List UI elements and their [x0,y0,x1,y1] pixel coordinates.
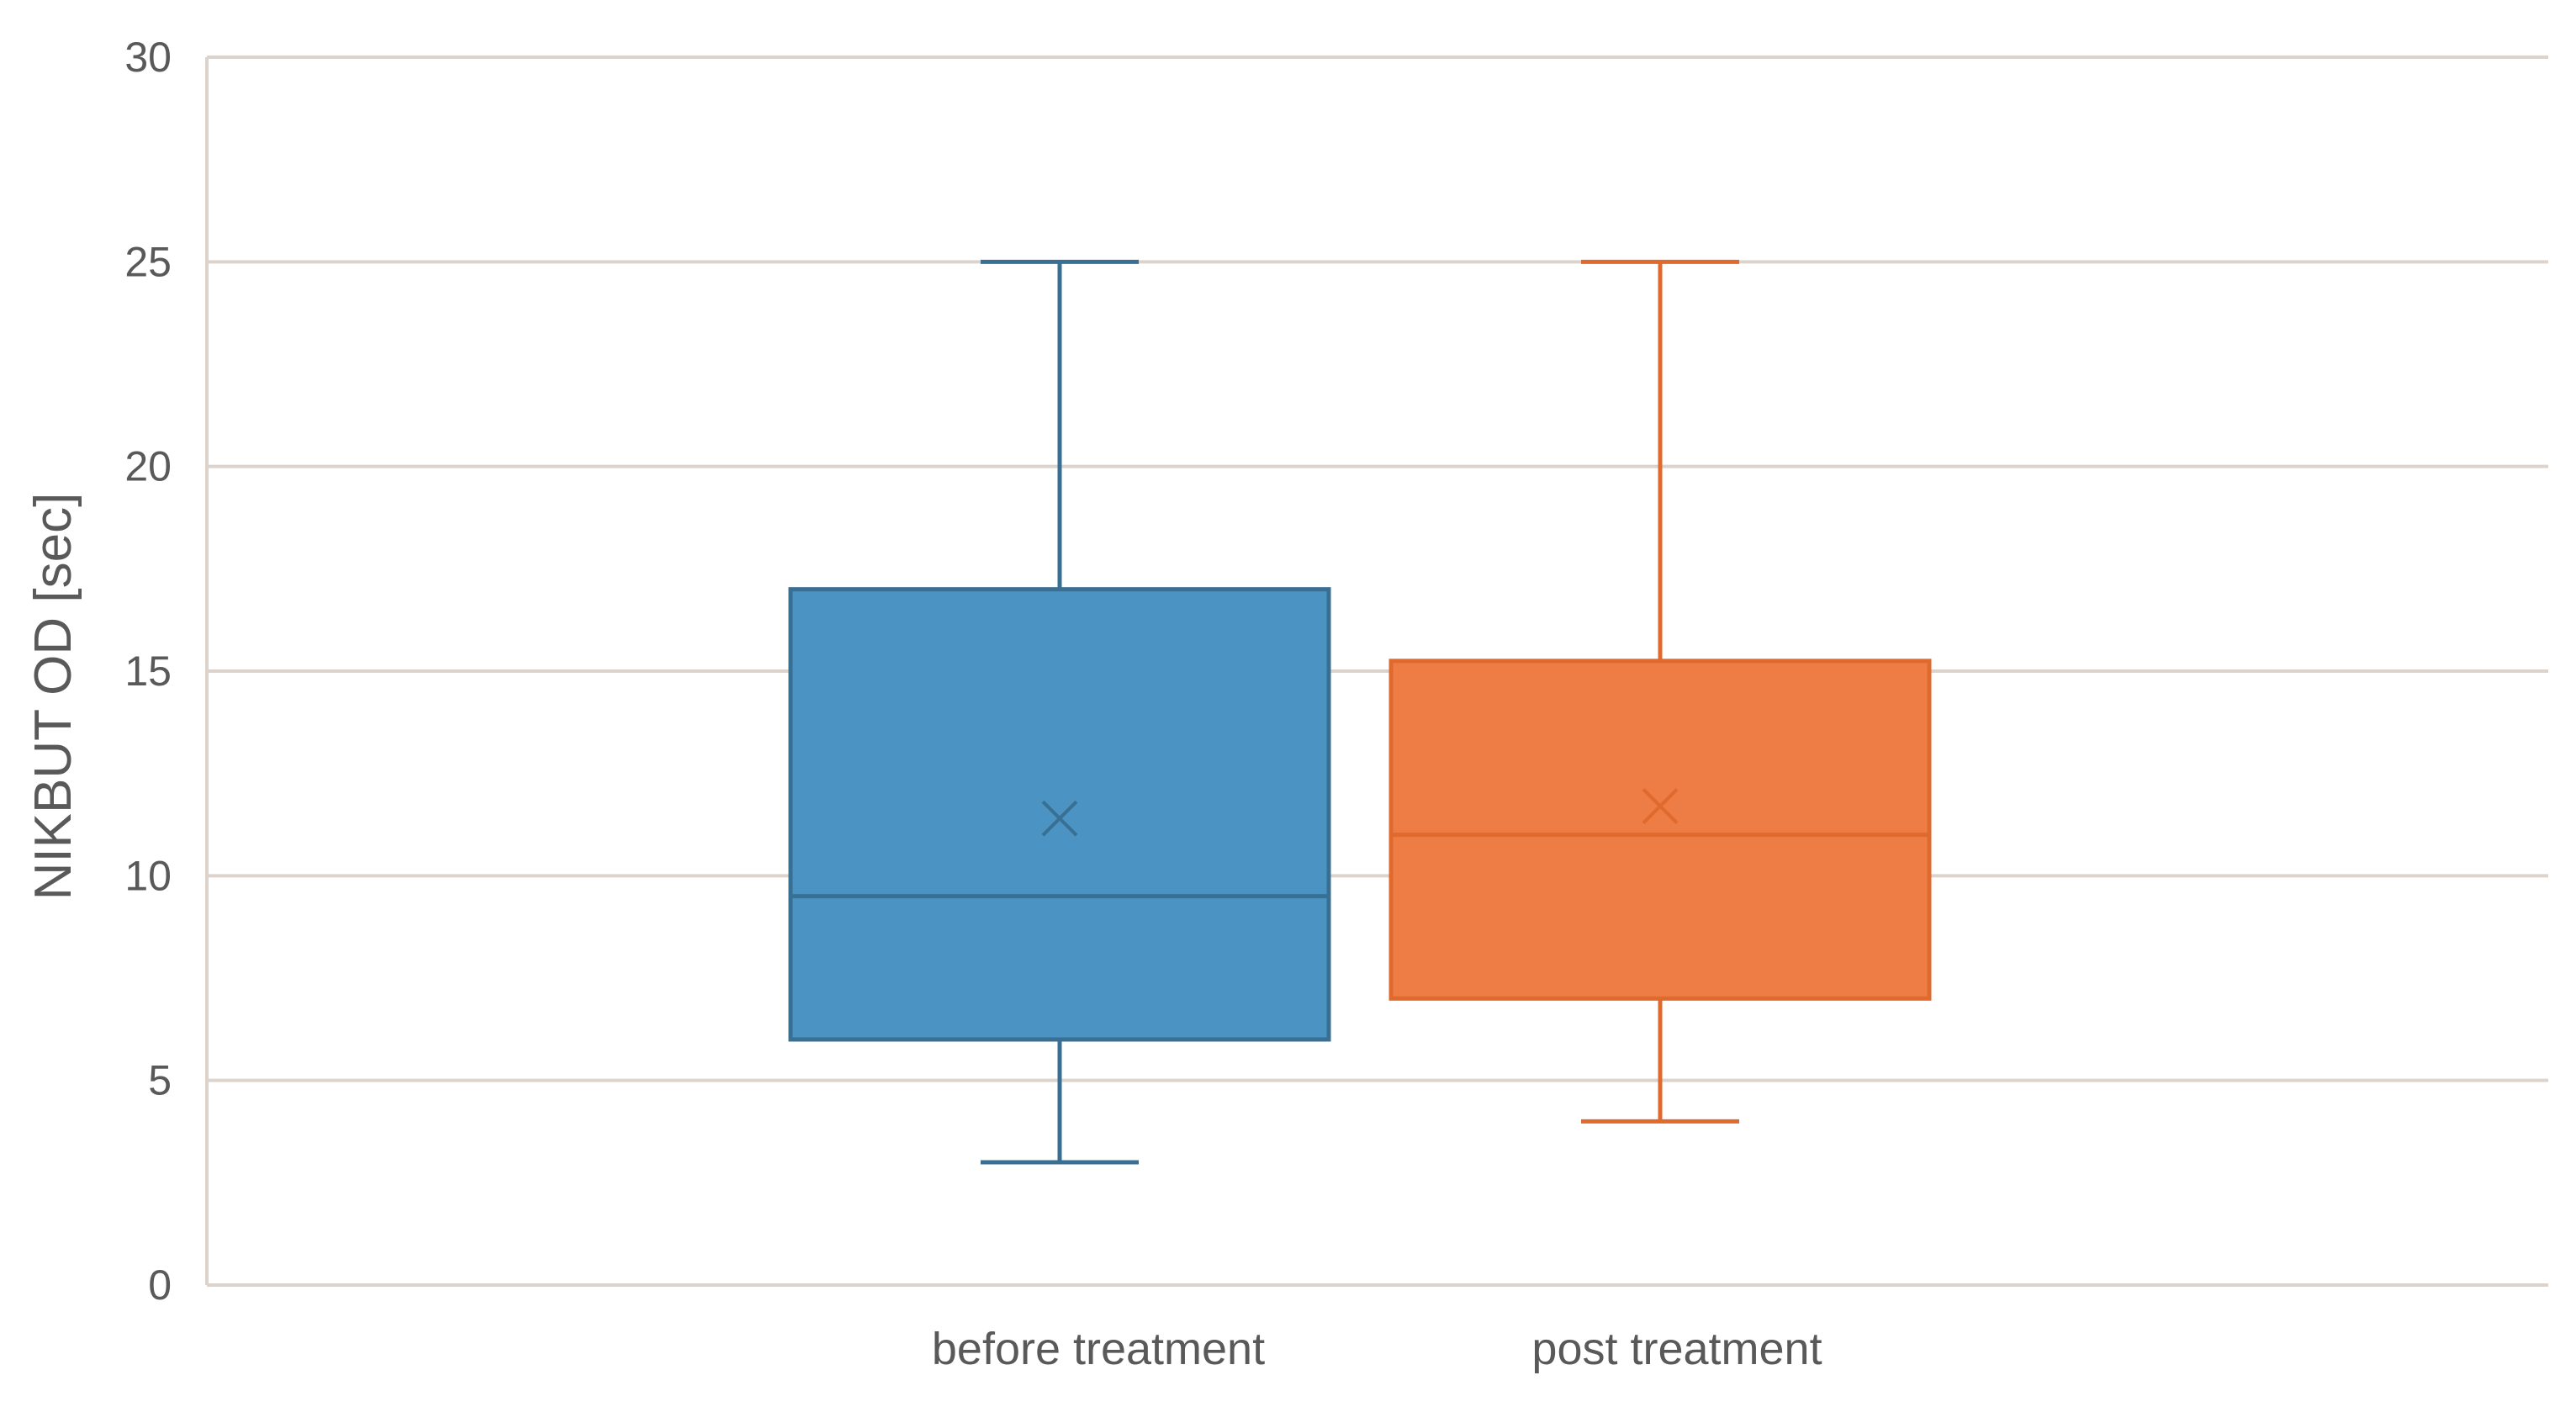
y-tick-labels: 0 5 10 15 20 25 30 [124,34,172,1309]
iqr-box [1389,659,1932,1001]
mean-marker [1041,800,1078,837]
x-category-labels: before treatment post treatment [932,1324,1822,1374]
iqr-box [788,587,1331,1042]
axes [205,57,2548,1287]
gridlines [207,56,2548,1082]
box-1 [788,259,1331,1165]
x-category-label: post treatment [1531,1324,1822,1374]
y-tick-label: 15 [124,648,172,695]
boxes [788,259,1932,1165]
y-tick-label: 20 [124,443,172,490]
y-tick-label: 25 [124,238,172,285]
box-2 [1389,259,1932,1124]
x-category-label: before treatment [932,1324,1265,1374]
y-tick-label: 30 [124,34,172,81]
mean-marker [1642,788,1679,825]
y-axis-title: NIKBUT OD [sec] [24,493,82,901]
y-tick-label: 0 [148,1262,172,1309]
y-tick-label: 10 [124,852,172,899]
y-tick-label: 5 [148,1057,172,1104]
